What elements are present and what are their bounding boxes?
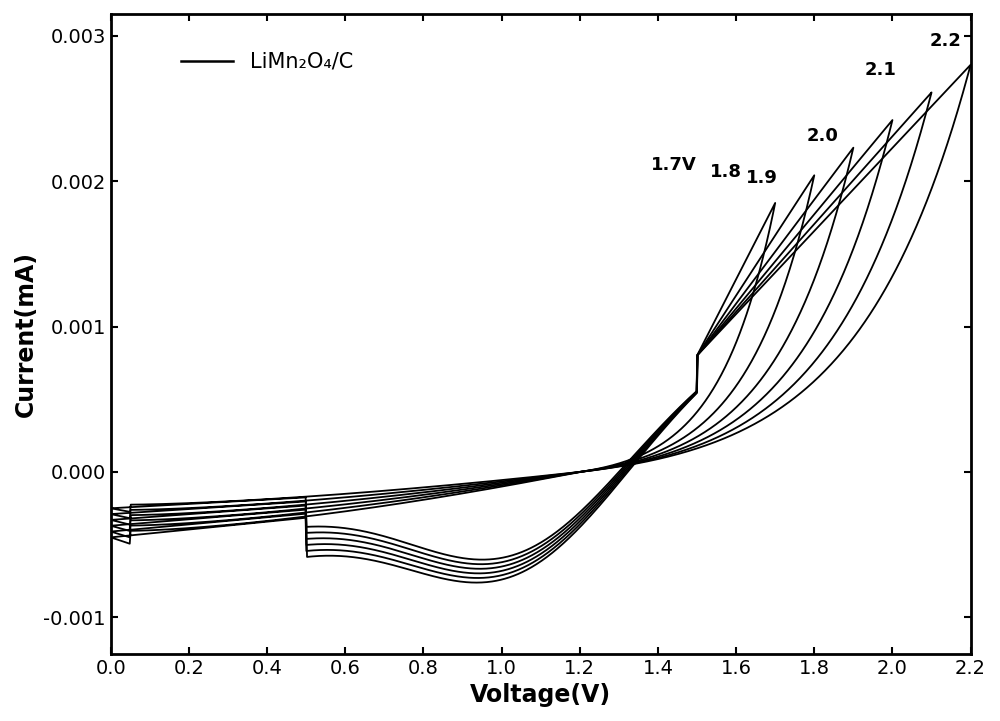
Legend: LiMn₂O₄/C: LiMn₂O₄/C [173, 43, 361, 80]
Text: 2.1: 2.1 [865, 61, 897, 79]
Text: 1.8: 1.8 [710, 163, 742, 181]
Text: 2.0: 2.0 [806, 127, 838, 145]
X-axis label: Voltage(V): Voltage(V) [470, 683, 611, 707]
Text: 1.9: 1.9 [746, 169, 777, 187]
Text: 1.7V: 1.7V [651, 156, 696, 174]
Y-axis label: Current(mA): Current(mA) [14, 251, 38, 417]
Text: 2.2: 2.2 [929, 32, 961, 50]
